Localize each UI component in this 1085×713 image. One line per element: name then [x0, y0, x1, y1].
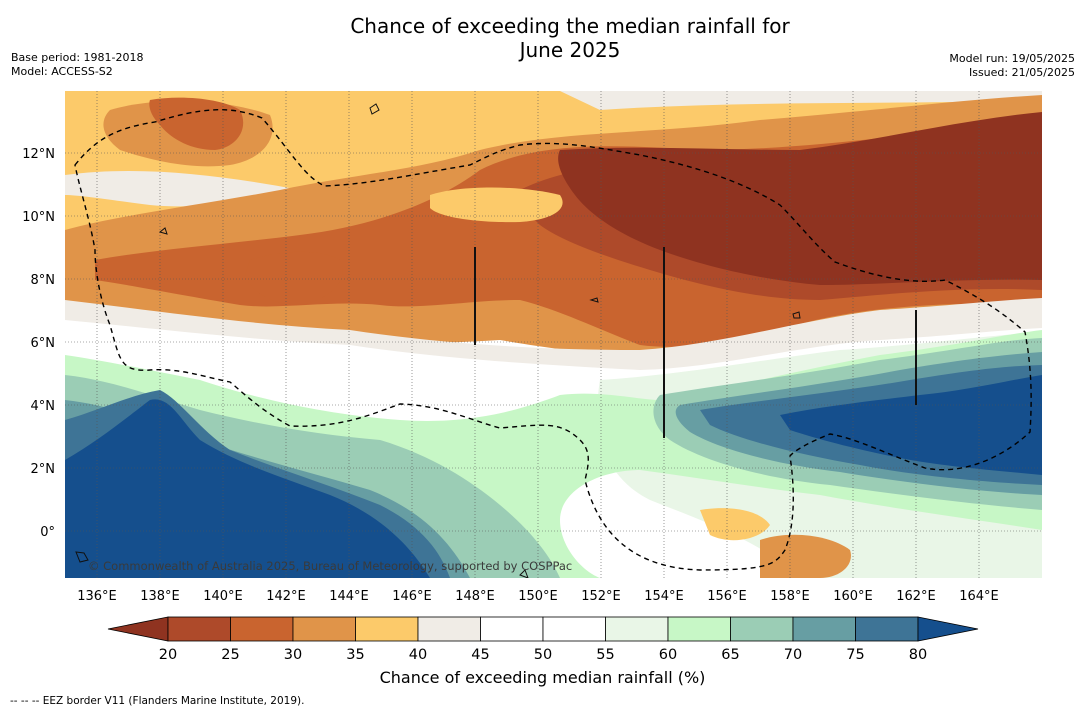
lon-label-136e: 136°E [77, 589, 117, 604]
boundary-lines [474, 247, 917, 438]
lon-label-162e: 162°E [896, 589, 936, 604]
issued-date: Issued: 21/05/2025 [968, 66, 1075, 79]
colorbar-arrow-high [917, 616, 979, 642]
colorbar-tick-label: 20 [159, 647, 177, 663]
colorbar-segment [292, 616, 356, 642]
copyright-notice: © Commonwealth of Australia 2025, Bureau… [88, 559, 572, 573]
lat-labels: 12°N 10°N 8°N 6°N 4°N 2°N 0° [22, 147, 55, 540]
lat-label-6n: 6°N [31, 336, 56, 351]
lon-label-164e: 164°E [959, 589, 999, 604]
colorbar-segment [355, 616, 419, 642]
band-40-45-south [760, 534, 851, 578]
colorbar-segment [542, 616, 606, 642]
map-title: Chance of exceeding the median rainfall … [270, 14, 870, 62]
eez-border [74, 109, 1032, 571]
colorbar-segment [792, 616, 856, 642]
lon-label-156e: 156°E [707, 589, 747, 604]
colorbar-segment [667, 616, 731, 642]
lat-label-12n: 12°N [22, 147, 55, 162]
band-40-45-mid [430, 187, 563, 223]
colorbar-segment [605, 616, 669, 642]
colorbar-arrow-low [107, 616, 169, 642]
base-info: Base period: 1981-2018 Model: ACCESS-S2 [11, 51, 143, 79]
model-run: Model run: 19/05/2025 [949, 52, 1075, 65]
lon-label-140e: 140°E [203, 589, 243, 604]
colorbar-tick-label: 80 [909, 647, 927, 663]
colorbar-segment [480, 616, 544, 642]
islands [75, 103, 801, 578]
graticule [65, 91, 1042, 578]
lat-label-8n: 8°N [31, 273, 56, 288]
colorbar-tick-label: 75 [846, 647, 864, 663]
title-line-2: June 2025 [519, 38, 621, 62]
title-line-1: Chance of exceeding the median rainfall … [350, 14, 790, 38]
colorbar-tick-label: 30 [284, 647, 302, 663]
lon-label-144e: 144°E [329, 589, 369, 604]
colorbar-segment [417, 616, 481, 642]
colorbar-title: Chance of exceeding median rainfall (%) [379, 668, 706, 687]
colorbar-tick-label: 70 [784, 647, 802, 663]
band-above-80-east [780, 375, 1042, 475]
lon-label-138e: 138°E [140, 589, 180, 604]
eez-legend-note: -- -- -- EEZ border V11 (Flanders Marine… [10, 695, 305, 707]
lat-label-4n: 4°N [31, 399, 56, 414]
lat-label-0: 0° [40, 525, 55, 540]
lat-label-2n: 2°N [31, 462, 56, 477]
band-below-20 [558, 112, 1042, 285]
lon-label-154e: 154°E [644, 589, 684, 604]
lon-label-160e: 160°E [833, 589, 873, 604]
base-period: Base period: 1981-2018 [11, 51, 144, 64]
colorbar-segment [230, 616, 294, 642]
colorbar-tick-label: 45 [471, 647, 489, 663]
colorbar-tick-label: 50 [534, 647, 552, 663]
colorbar-segment [855, 616, 919, 642]
run-info: Model run: 19/05/2025 Issued: 21/05/2025 [949, 52, 1075, 80]
band-40-45-south2 [700, 508, 770, 541]
band-25-30-nw [149, 97, 244, 150]
colorbar-segment [167, 616, 231, 642]
lon-label-152e: 152°E [581, 589, 621, 604]
lat-label-10n: 10°N [22, 210, 55, 225]
colorbar-segment [730, 616, 794, 642]
band-above-80 [65, 399, 430, 578]
colorbar-tick-label: 60 [659, 647, 677, 663]
lon-label-148e: 148°E [455, 589, 495, 604]
rainfall-map: © Commonwealth of Australia 2025, Bureau… [65, 91, 1042, 578]
lon-label-150e: 150°E [518, 589, 558, 604]
colorbar-tick-label: 65 [721, 647, 739, 663]
band-25-30-west [245, 251, 343, 305]
colorbar-tick-label: 40 [409, 647, 427, 663]
model-name: Model: ACCESS-S2 [11, 65, 113, 78]
lon-label-142e: 142°E [266, 589, 306, 604]
band-40-45-ne [560, 91, 1042, 110]
lon-label-146e: 146°E [392, 589, 432, 604]
colorbar-tick-label: 35 [346, 647, 364, 663]
lon-label-158e: 158°E [770, 589, 810, 604]
colorbar-tick-label: 25 [221, 647, 239, 663]
colorbar-tick-label: 55 [596, 647, 614, 663]
colorbar: 20 25 30 35 40 45 50 55 60 65 70 75 80 [107, 616, 979, 663]
lon-labels: 136°E 138°E 140°E 142°E 144°E 146°E 148°… [77, 589, 999, 604]
